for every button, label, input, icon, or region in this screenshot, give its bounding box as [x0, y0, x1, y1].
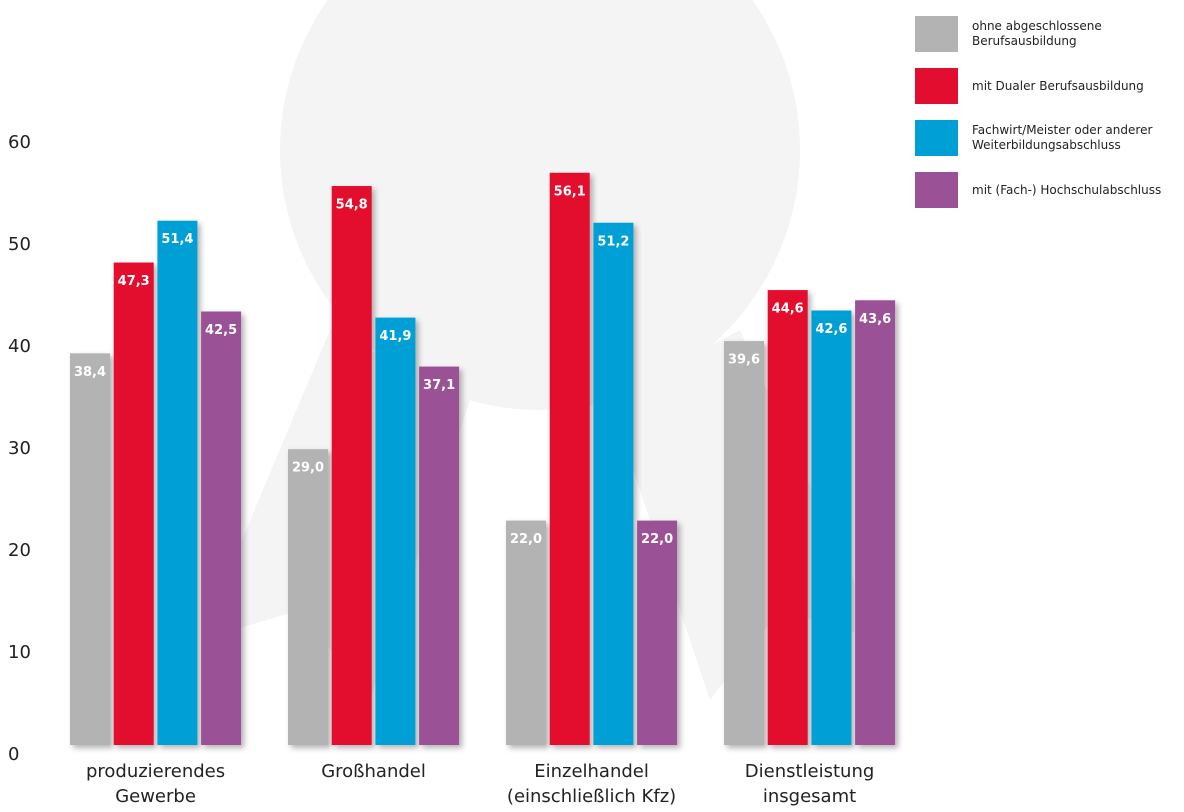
x-tick-label: Großhandel	[321, 761, 426, 782]
bar	[419, 366, 460, 745]
x-tick-label: Dienstleistung insgesamt	[745, 761, 875, 807]
value-label: 22,0	[641, 532, 673, 547]
bar	[201, 311, 242, 745]
y-tick-label: 10	[8, 642, 31, 663]
legend: ohne abgeschlossene Berufsausbildung mit …	[915, 8, 1184, 216]
legend-label: ohne abgeschlossene Berufsausbildung	[972, 19, 1102, 48]
legend-item: ohne abgeschlossene Berufsausbildung	[915, 8, 1184, 60]
legend-swatch	[915, 120, 958, 156]
value-label: 38,4	[74, 365, 106, 380]
y-tick-label: 30	[8, 438, 31, 459]
bar	[157, 220, 198, 746]
legend-item: mit (Fach-) Hochschulabschluss	[915, 164, 1184, 216]
bar	[637, 520, 678, 745]
bar	[855, 300, 896, 745]
value-label: 37,1	[423, 378, 455, 393]
bar	[549, 172, 590, 745]
bar	[811, 310, 852, 745]
legend-item: Fachwirt/Meister oder anderer Weiterbild…	[915, 112, 1184, 164]
bar	[593, 222, 634, 745]
value-label: 42,6	[815, 322, 847, 337]
value-label: 41,9	[379, 329, 411, 344]
legend-label: mit Dualer Berufsausbildung	[972, 78, 1144, 93]
value-label: 22,0	[510, 532, 542, 547]
legend-label: mit (Fach-) Hochschulabschluss	[972, 182, 1162, 197]
bar	[288, 449, 328, 745]
bar	[113, 262, 154, 745]
legend-swatch	[915, 16, 958, 52]
bar	[375, 317, 416, 745]
legend-swatch	[915, 172, 958, 208]
value-label: 51,2	[597, 234, 629, 249]
bar	[70, 353, 110, 745]
x-tick-label: Einzelhandel (einschließlich Kfz)	[507, 761, 676, 807]
bar	[506, 520, 546, 745]
value-label: 39,6	[728, 353, 760, 368]
legend-label: Fachwirt/Meister oder anderer Weiterbild…	[972, 123, 1153, 152]
value-label: 42,5	[205, 323, 237, 338]
value-label: 29,0	[292, 461, 324, 476]
value-label: 44,6	[772, 302, 804, 317]
value-label: 51,4	[161, 232, 193, 247]
y-tick-label: 60	[8, 132, 31, 153]
x-tick-label: produzierendes Gewerbe	[86, 761, 225, 807]
bar	[331, 186, 372, 746]
value-label: 56,1	[554, 184, 586, 199]
y-tick-label: 50	[8, 234, 31, 255]
legend-item: mit Dualer Berufsausbildung	[915, 60, 1184, 112]
bar	[724, 341, 764, 745]
value-label: 47,3	[118, 274, 150, 289]
legend-swatch	[915, 68, 958, 104]
y-tick-label: 20	[8, 540, 31, 561]
y-tick-label: 0	[8, 744, 19, 765]
bar	[767, 290, 808, 745]
value-label: 43,6	[859, 312, 891, 327]
value-label: 54,8	[336, 198, 368, 213]
y-tick-label: 40	[8, 336, 31, 357]
